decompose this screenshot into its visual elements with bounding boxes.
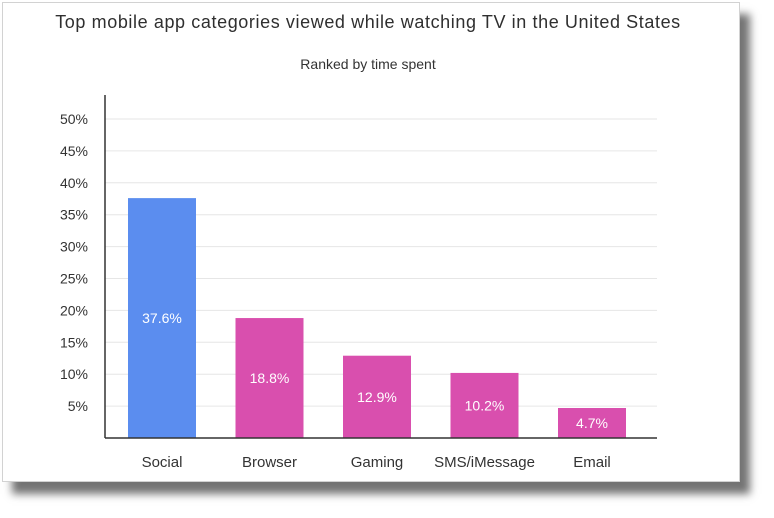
y-tick-label: 25% <box>60 271 88 287</box>
data-label: 10.2% <box>465 397 505 413</box>
x-category-label: Browser <box>242 454 297 471</box>
y-tick-label: 50% <box>60 111 88 127</box>
bars <box>128 198 626 438</box>
bar-email <box>558 408 626 438</box>
y-axis-ticks: 5% 10% 15% 20% 25% 30% 35% 40% 45% 50% <box>60 111 88 414</box>
data-label: 37.6% <box>142 310 182 326</box>
data-label: 12.9% <box>357 389 397 405</box>
x-category-label: Gaming <box>351 454 404 471</box>
chart-subtitle: Ranked by time spent <box>300 56 436 72</box>
gridlines <box>105 118 657 407</box>
data-label: 18.8% <box>250 370 290 386</box>
x-category-label: SMS/iMessage <box>434 454 535 471</box>
y-tick-label: 10% <box>60 366 88 382</box>
y-tick-label: 15% <box>60 334 88 350</box>
y-tick-label: 45% <box>60 143 88 159</box>
y-tick-label: 20% <box>60 302 88 318</box>
bar-social <box>128 198 196 438</box>
bar-gaming <box>343 355 411 438</box>
y-tick-label: 5% <box>68 398 88 414</box>
bar-browser <box>235 318 304 438</box>
x-category-label: Social <box>142 454 183 471</box>
data-labels: 37.6% 18.8% 12.9% 10.2% 4.7% <box>142 310 608 431</box>
y-tick-label: 30% <box>60 239 88 255</box>
x-axis-categories: Social Browser Gaming SMS/iMessage Email <box>142 454 611 471</box>
bar-sms-imessage <box>450 372 519 438</box>
chart-title: Top mobile app categories viewed while w… <box>55 12 681 32</box>
y-tick-label: 40% <box>60 175 88 191</box>
y-tick-label: 35% <box>60 207 88 223</box>
data-label: 4.7% <box>576 415 608 431</box>
x-category-label: Email <box>573 454 611 471</box>
